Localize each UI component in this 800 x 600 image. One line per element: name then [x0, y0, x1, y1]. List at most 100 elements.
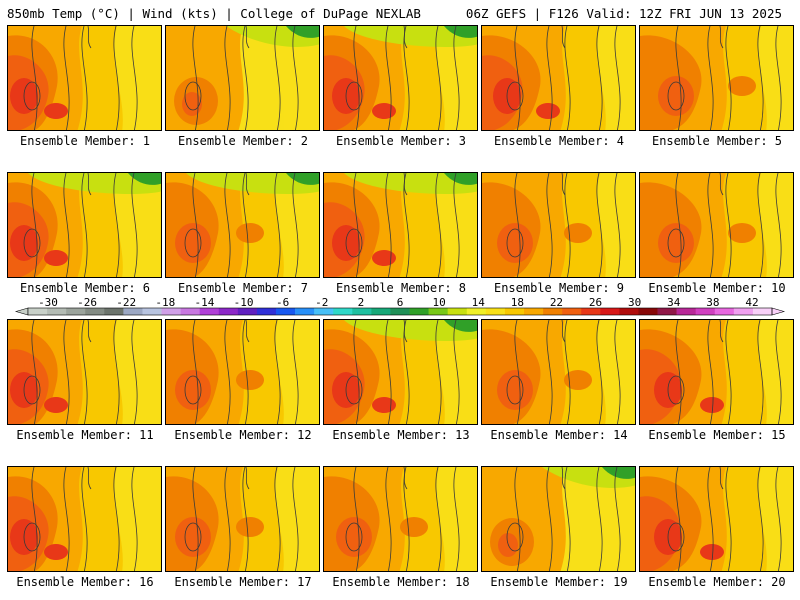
ensemble-map-panel: [639, 319, 794, 425]
ensemble-member-label: Ensemble Member: 17: [174, 575, 312, 589]
colorbar-arrow-right: [771, 307, 786, 316]
ensemble-member-label: Ensemble Member: 8: [335, 281, 467, 295]
colorbar-tick-label: 10: [432, 298, 445, 309]
ensemble-member-label: Ensemble Member: 19: [490, 575, 628, 589]
colorbar-segment: [676, 308, 696, 315]
colorbar-segment: [352, 308, 372, 315]
ensemble-member-label: Ensemble Member: 13: [332, 428, 470, 442]
colorbar-segment: [619, 308, 639, 315]
colorbar-segment: [524, 308, 544, 315]
colorbar-segment: [543, 308, 563, 315]
colorbar-segment: [66, 308, 86, 315]
colorbar-segment: [276, 308, 296, 315]
ensemble-map-panel: [323, 172, 478, 278]
colorbar-segment: [638, 308, 658, 315]
colorbar-tick-label: -18: [155, 298, 175, 309]
colorbar-segment: [123, 308, 143, 315]
colorbar-tick-label: -6: [276, 298, 289, 309]
colorbar-tick-label: 22: [550, 298, 563, 309]
colorbar-segment: [199, 308, 220, 315]
ensemble-member-label: Ensemble Member: 20: [648, 575, 786, 589]
colorbar-segment: [390, 308, 410, 315]
colorbar-segment: [657, 308, 677, 315]
ensemble-map-panel: [639, 466, 794, 572]
colorbar-segment: [562, 308, 582, 315]
ensemble-map-panel: [481, 172, 636, 278]
colorbar-segment: [295, 308, 315, 315]
colorbar-tick-label: -26: [77, 298, 97, 309]
ensemble-member-label: Ensemble Member: 7: [177, 281, 309, 295]
ensemble-map-panel: [165, 25, 320, 131]
ensemble-map-panel: [165, 466, 320, 572]
colorbar-segment: [371, 308, 391, 315]
ensemble-map-panel: [7, 466, 162, 572]
colorbar-segment: [28, 308, 48, 315]
colorbar-segment: [581, 308, 601, 315]
ensemble-member-label: Ensemble Member: 14: [490, 428, 628, 442]
colorbar-tick-label: -30: [38, 298, 58, 309]
ensemble-member-label: Ensemble Member: 10: [648, 281, 786, 295]
colorbar-tick-label: 42: [745, 298, 758, 309]
colorbar-segment: [333, 308, 353, 315]
colorbar-segment: [714, 308, 735, 315]
ensemble-member-label: Ensemble Member: 18: [332, 575, 470, 589]
colorbar-segment: [447, 308, 468, 315]
colorbar-tick-label: 30: [628, 298, 641, 309]
ensemble-member-label: Ensemble Member: 1: [19, 134, 151, 148]
ensemble-member-label: Ensemble Member: 4: [493, 134, 625, 148]
colorbar-segment: [466, 308, 487, 315]
ensemble-map-panel: [165, 172, 320, 278]
colorbar-segment: [504, 308, 525, 315]
ensemble-map-panel: [639, 172, 794, 278]
colorbar-segment: [733, 308, 754, 315]
ensemble-member-label: Ensemble Member: 16: [16, 575, 154, 589]
colorbar-segment: [256, 308, 277, 315]
ensemble-map-panel: [165, 319, 320, 425]
colorbar-segment: [314, 308, 334, 315]
colorbar-tick-label: 2: [358, 298, 365, 309]
colorbar-tick-label: -14: [195, 298, 215, 309]
colorbar-tick-label: 6: [397, 298, 404, 309]
colorbar-segment: [85, 308, 105, 315]
colorbar-segment: [104, 308, 124, 315]
colorbar-tick-label: -2: [315, 298, 328, 309]
ensemble-member-label: Ensemble Member: 5: [651, 134, 783, 148]
colorbar-tick-label: 34: [667, 298, 681, 309]
colorbar-segment: [47, 308, 67, 315]
ensemble-member-label: Ensemble Member: 15: [648, 428, 786, 442]
colorbar-tick-label: 26: [589, 298, 602, 309]
ensemble-map-panel: [323, 25, 478, 131]
colorbar-segment: [161, 308, 181, 315]
colorbar-segment: [752, 308, 773, 315]
colorbar-tick-label: 14: [472, 298, 486, 309]
colorbar-tick-label: -10: [234, 298, 254, 309]
ensemble-map-panel: [323, 466, 478, 572]
ensemble-map-panel: [7, 319, 162, 425]
colorbar-segment: [142, 308, 162, 315]
colorbar-segment: [695, 308, 716, 315]
forecast-valid-time: 06Z GEFS | F126 Valid: 12Z FRI JUN 13 20…: [465, 6, 782, 21]
colorbar-outline: [27, 307, 773, 316]
ensemble-member-label: Ensemble Member: 11: [16, 428, 154, 442]
colorbar-segment: [218, 308, 239, 315]
ensemble-member-label: Ensemble Member: 12: [174, 428, 312, 442]
ensemble-map-panel: [481, 466, 636, 572]
ensemble-member-label: Ensemble Member: 6: [19, 281, 151, 295]
colorbar-segment: [409, 308, 429, 315]
colorbar-tick-label: 38: [706, 298, 719, 309]
ensemble-map-panel: [7, 25, 162, 131]
ensemble-member-label: Ensemble Member: 3: [335, 134, 467, 148]
ensemble-map-panel: [7, 172, 162, 278]
ensemble-map-panel: [323, 319, 478, 425]
colorbar-tick-label: -22: [116, 298, 136, 309]
map-title: 850mb Temp (°C) | Wind (kts) | College o…: [7, 6, 421, 21]
colorbar-tick-label: 18: [511, 298, 524, 309]
colorbar-arrow-left: [14, 307, 29, 316]
colorbar-segment: [180, 308, 200, 315]
colorbar-segment: [600, 308, 620, 315]
ensemble-member-label: Ensemble Member: 2: [177, 134, 309, 148]
ensemble-map-panel: [639, 25, 794, 131]
ensemble-member-label: Ensemble Member: 9: [493, 281, 625, 295]
colorbar-segment: [485, 308, 506, 315]
colorbar-segment: [428, 308, 448, 315]
